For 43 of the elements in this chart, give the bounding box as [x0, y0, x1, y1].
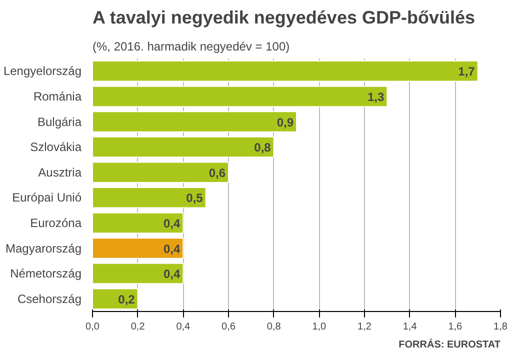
data-label: 0,5 — [186, 191, 204, 206]
x-tick-label: 0,0 — [86, 322, 100, 332]
x-tick-label: 0,2 — [130, 322, 146, 332]
x-tick-label: 0,8 — [266, 322, 282, 332]
data-label: 0,9 — [276, 115, 294, 130]
bar — [92, 187, 206, 208]
bar — [92, 288, 138, 310]
x-tick-label: 1,8 — [494, 322, 508, 332]
data-label: 1,7 — [458, 64, 476, 79]
bar — [92, 86, 388, 108]
data-label: 0,8 — [254, 140, 272, 155]
y-tick-label: Lengyelország — [3, 64, 82, 78]
y-tick-label: Bulgária — [37, 114, 82, 129]
bar — [92, 60, 478, 82]
x-tick-label: 1,6 — [448, 322, 463, 332]
x-tick-label: 1,0 — [312, 322, 327, 332]
data-label: 0,6 — [208, 166, 226, 180]
data-label: 0,4 — [163, 267, 180, 282]
bar — [92, 238, 184, 259]
data-label: 0,2 — [118, 292, 136, 306]
y-tick-label: Ausztria — [38, 165, 82, 180]
data-label: 0,4 — [163, 216, 180, 230]
y-tick-label: Európai Unió — [12, 190, 82, 205]
chart-title: A tavalyi negyedik negyedéves GDP-bővülés — [92, 8, 475, 28]
bar — [92, 212, 184, 234]
x-tick-label: 0,6 — [222, 322, 236, 332]
x-tick-label: 1,4 — [402, 322, 418, 332]
data-label: 0,4 — [163, 242, 180, 256]
data-label: 1,3 — [367, 90, 384, 104]
y-tick-label: Csehország — [17, 292, 82, 306]
y-tick-label: Németország — [10, 266, 82, 281]
bar — [92, 262, 184, 284]
y-tick-label: Magyarország — [5, 241, 82, 256]
y-tick-label: Szlovákia — [30, 140, 82, 154]
bar — [92, 162, 229, 183]
x-tick-label: 0,4 — [176, 322, 191, 332]
y-tick-label: Románia — [33, 89, 82, 104]
chart-subtitle: (%, 2016. harmadik negyedév = 100) — [92, 40, 290, 54]
y-tick-label: Eurozóna — [30, 216, 82, 230]
text: FORRÁS: EUROSTAT — [398, 338, 501, 350]
x-tick-label: 1,2 — [358, 322, 372, 332]
bar — [92, 136, 274, 158]
bar — [92, 111, 297, 132]
